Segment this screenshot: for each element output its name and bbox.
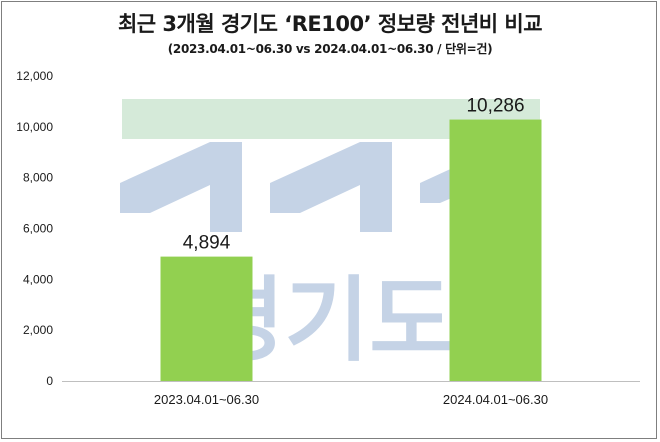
data-label: 10,286	[466, 96, 524, 117]
y-tick-label: 8,000	[23, 171, 53, 185]
y-tick-label: 0	[46, 374, 53, 388]
y-tick-label: 2,000	[23, 323, 53, 337]
bars	[160, 119, 542, 382]
chart-subtitle: (2023.04.01~06.30 vs 2024.04.01~06.30 / …	[167, 42, 493, 56]
y-tick-label: 6,000	[23, 222, 53, 236]
axes: 0 2,000 4,000 6,000 8,000 10,000 12,000	[16, 69, 640, 388]
bar	[449, 119, 542, 382]
chart-title: 최근 3개월 경기도 ‘RE100’ 정보량 전년비 비교	[117, 12, 543, 36]
watermark-shape-2	[270, 142, 392, 232]
x-tick-label: 2023.04.01~06.30	[154, 392, 259, 407]
y-tick-label: 12,000	[16, 69, 53, 83]
data-label: 4,894	[183, 233, 231, 254]
watermark-shape-1	[120, 142, 242, 232]
bar	[160, 256, 253, 381]
y-tick-label: 4,000	[23, 272, 53, 286]
labels: 4,894 2023.04.01~06.30 10,286 2024.04.01~06…	[154, 96, 548, 407]
y-tick-label: 10,000	[16, 120, 53, 134]
x-tick-label: 2024.04.01~06.30	[443, 392, 548, 407]
